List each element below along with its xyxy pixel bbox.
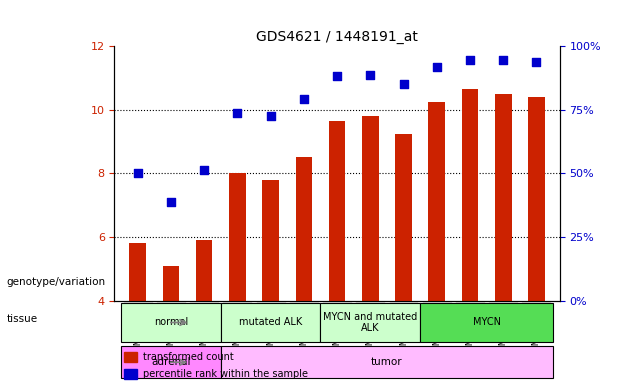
Point	[432, 64, 442, 70]
Point	[299, 96, 309, 102]
Text: adrenal: adrenal	[151, 357, 191, 367]
Bar	[395, 134, 412, 301]
Point	[465, 57, 475, 63]
FancyBboxPatch shape	[420, 303, 553, 342]
FancyBboxPatch shape	[156, 301, 186, 317]
Point	[398, 81, 408, 87]
FancyBboxPatch shape	[221, 346, 553, 378]
Point	[365, 72, 375, 78]
Bar	[429, 102, 445, 301]
FancyBboxPatch shape	[356, 301, 385, 317]
FancyBboxPatch shape	[121, 346, 221, 378]
Text: genotype/variation: genotype/variation	[6, 277, 106, 287]
Point	[199, 167, 209, 173]
Point	[498, 57, 508, 63]
FancyBboxPatch shape	[190, 301, 219, 317]
Bar	[130, 243, 146, 301]
Point	[266, 113, 276, 119]
FancyBboxPatch shape	[389, 301, 418, 317]
Point	[133, 170, 143, 176]
Bar	[329, 121, 345, 301]
Text: percentile rank within the sample: percentile rank within the sample	[143, 369, 308, 379]
Text: MYCN: MYCN	[473, 318, 501, 328]
Text: mutated ALK: mutated ALK	[239, 318, 302, 328]
FancyBboxPatch shape	[289, 301, 319, 317]
Text: tumor: tumor	[371, 357, 403, 367]
FancyBboxPatch shape	[121, 303, 221, 342]
Bar	[462, 89, 478, 301]
FancyBboxPatch shape	[488, 301, 518, 317]
FancyBboxPatch shape	[123, 301, 153, 317]
Bar	[296, 157, 312, 301]
Text: normal: normal	[154, 318, 188, 328]
Bar	[229, 173, 245, 301]
Bar	[362, 116, 378, 301]
Text: transformed count: transformed count	[143, 352, 234, 362]
FancyBboxPatch shape	[223, 301, 252, 317]
FancyBboxPatch shape	[322, 301, 352, 317]
Bar	[196, 240, 212, 301]
Text: MYCN and mutated
ALK: MYCN and mutated ALK	[323, 312, 417, 333]
FancyBboxPatch shape	[256, 301, 286, 317]
Text: tissue: tissue	[6, 314, 38, 324]
Point	[332, 73, 342, 79]
FancyBboxPatch shape	[522, 301, 551, 317]
Bar	[262, 180, 279, 301]
Bar	[163, 266, 179, 301]
Point	[531, 59, 541, 65]
FancyBboxPatch shape	[321, 303, 420, 342]
FancyBboxPatch shape	[422, 301, 452, 317]
Bar	[528, 97, 544, 301]
Bar	[495, 94, 511, 301]
FancyBboxPatch shape	[455, 301, 485, 317]
Point	[166, 199, 176, 205]
Title: GDS4621 / 1448191_at: GDS4621 / 1448191_at	[256, 30, 418, 44]
Point	[232, 110, 242, 116]
FancyBboxPatch shape	[221, 303, 321, 342]
